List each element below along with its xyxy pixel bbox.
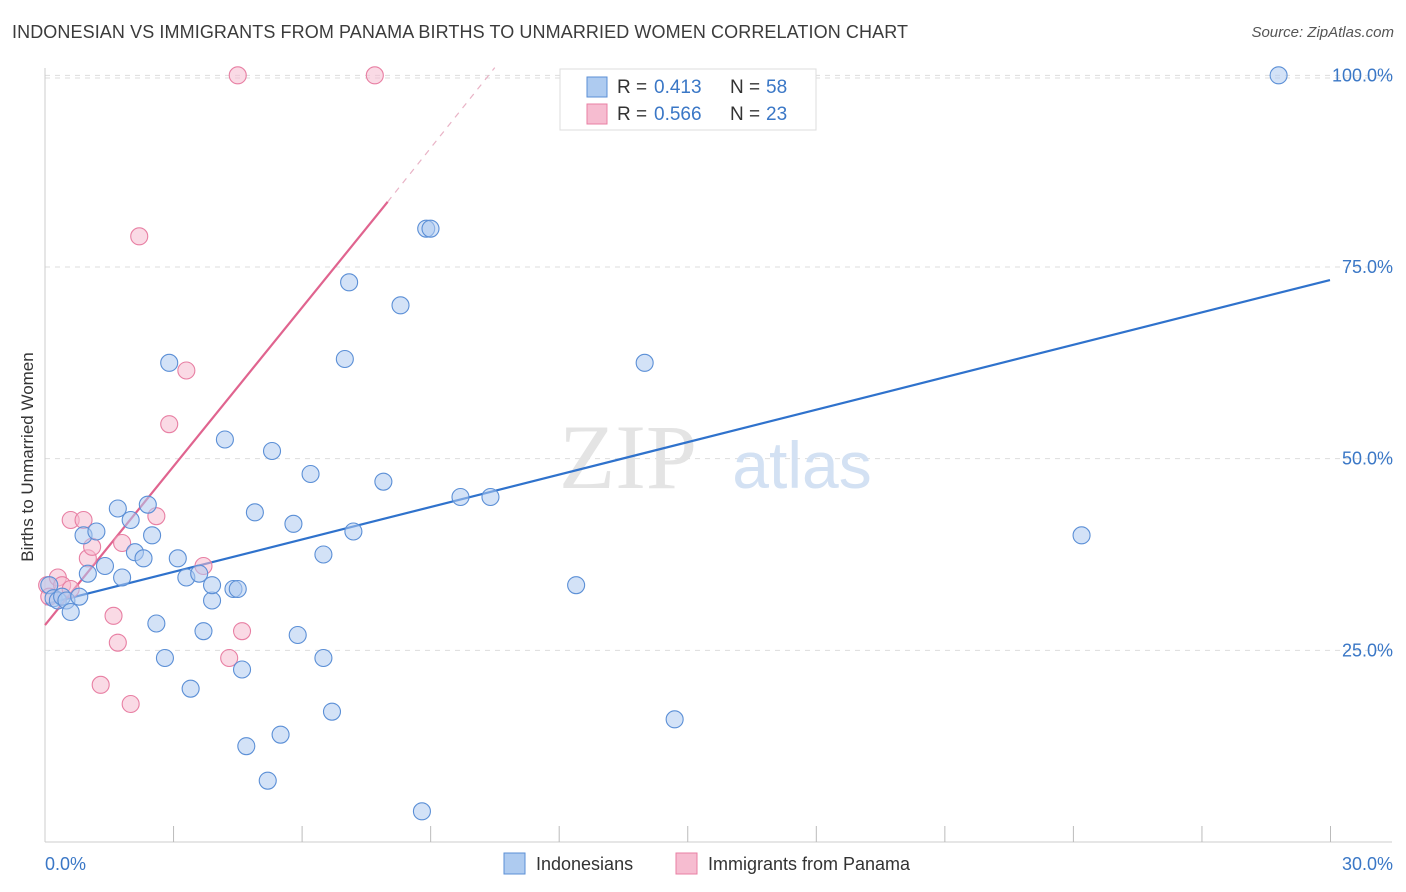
data-point-indonesians: [258, 771, 277, 790]
data-point-indonesians: [143, 526, 162, 545]
data-point-indonesians: [335, 349, 354, 369]
data-point-indonesians: [1269, 66, 1288, 85]
y-tick-labels: 25.0% 50.0% 75.0% 100.0%: [1332, 65, 1393, 660]
x-tick-label: 0.0%: [45, 854, 86, 874]
data-point-panama: [220, 648, 239, 668]
data-point-panama: [130, 227, 149, 246]
data-point-indonesians: [301, 464, 320, 484]
data-point-indonesians: [288, 625, 307, 645]
grid-lines: [45, 74, 1392, 651]
data-point-indonesians: [271, 725, 290, 744]
panama-points: [38, 66, 384, 714]
data-point-indonesians: [215, 430, 234, 449]
data-point-indonesians: [665, 710, 684, 729]
data-point-panama: [113, 533, 132, 553]
data-point-indonesians: [95, 556, 115, 576]
data-point-panama: [108, 633, 127, 652]
data-point-indonesians: [412, 802, 431, 821]
data-point-indonesians: [237, 737, 256, 756]
data-point-indonesians: [134, 549, 153, 568]
indonesian-points: [40, 66, 1288, 821]
data-point-indonesians: [245, 503, 264, 522]
trendline-panama: [44, 201, 389, 626]
watermark: ZIP atlas: [559, 406, 872, 508]
data-point-indonesians: [314, 648, 333, 668]
legend-n-label: N =: [730, 77, 760, 98]
legend-r-value: 0.566: [654, 104, 702, 125]
data-point-indonesians: [194, 622, 213, 641]
series-legend-panama: Immigrants from Panama: [708, 854, 911, 874]
series-legend-indonesians: Indonesians: [536, 854, 633, 874]
x-tick-labels: 0.0% 30.0%: [45, 854, 1393, 874]
data-point-panama: [104, 606, 123, 625]
data-point-indonesians: [113, 568, 132, 587]
data-point-indonesians: [155, 648, 174, 668]
data-point-indonesians: [232, 660, 252, 679]
data-point-indonesians: [635, 353, 654, 372]
legend-r-label: R =: [617, 104, 647, 125]
data-point-indonesians: [168, 549, 187, 568]
y-axis-label: Births to Unmarried Women: [18, 352, 37, 561]
data-point-panama: [121, 694, 140, 714]
data-point-panama: [160, 415, 179, 434]
series-legend: Indonesians Immigrants from Panama: [503, 852, 911, 875]
y-tick-label: 75.0%: [1342, 257, 1393, 277]
data-point-indonesians: [391, 296, 410, 315]
data-point-indonesians: [314, 545, 333, 564]
y-tick-label: 25.0%: [1342, 640, 1393, 660]
data-point-indonesians: [108, 499, 127, 518]
data-point-panama: [91, 675, 110, 694]
series-legend-swatch-panama: [675, 852, 698, 875]
x-tick-label: 30.0%: [1342, 854, 1393, 874]
watermark-atlas: atlas: [732, 428, 871, 502]
data-point-indonesians: [1072, 526, 1091, 545]
data-point-indonesians: [70, 587, 89, 606]
legend-n-label: N =: [730, 104, 760, 125]
data-point-indonesians: [284, 514, 303, 533]
legend-swatch-panama: [586, 103, 608, 125]
data-point-indonesians: [121, 510, 140, 530]
data-point-panama: [232, 622, 252, 641]
data-point-indonesians: [374, 472, 393, 491]
data-point-indonesians: [138, 495, 157, 514]
trendline-indonesians: [44, 278, 1331, 606]
data-point-indonesians: [481, 487, 500, 507]
data-point-panama: [228, 66, 247, 85]
legend-n-value: 23: [766, 104, 787, 125]
data-point-indonesians: [203, 591, 222, 610]
data-point-indonesians: [190, 564, 209, 583]
data-point-panama: [177, 361, 196, 380]
trendline-panama-extension: [387, 67, 496, 203]
data-point-indonesians: [421, 219, 440, 238]
data-point-indonesians: [181, 679, 200, 698]
data-point-indonesians: [61, 602, 80, 622]
data-point-indonesians: [78, 564, 97, 583]
data-point-indonesians: [344, 522, 363, 541]
source-credit: Source: ZipAtlas.com: [1251, 24, 1394, 41]
data-point-indonesians: [451, 487, 470, 507]
data-point-indonesians: [160, 353, 179, 372]
data-point-indonesians: [147, 614, 166, 633]
legend-swatch-indonesians: [586, 76, 608, 98]
data-point-indonesians: [87, 522, 106, 541]
y-tick-label: 100.0%: [1332, 65, 1393, 85]
data-point-indonesians: [228, 579, 247, 599]
data-point-indonesians: [262, 441, 282, 461]
legend-r-value: 0.413: [654, 77, 702, 98]
stats-legend: R = 0.413 N = 58 R = 0.566 N = 23: [559, 68, 817, 131]
data-point-indonesians: [322, 702, 342, 721]
y-tick-label: 50.0%: [1342, 449, 1393, 469]
data-point-indonesians: [567, 576, 586, 595]
data-point-indonesians: [340, 273, 359, 292]
legend-r-label: R =: [617, 77, 647, 98]
legend-n-value: 58: [766, 77, 787, 98]
data-point-panama: [365, 66, 384, 85]
data-point-indonesians: [203, 576, 222, 595]
trendlines: [44, 67, 1331, 626]
chart-title: INDONESIAN VS IMMIGRANTS FROM PANAMA BIR…: [12, 22, 909, 42]
series-legend-swatch-indonesians: [503, 852, 526, 875]
axes: [44, 68, 1392, 843]
